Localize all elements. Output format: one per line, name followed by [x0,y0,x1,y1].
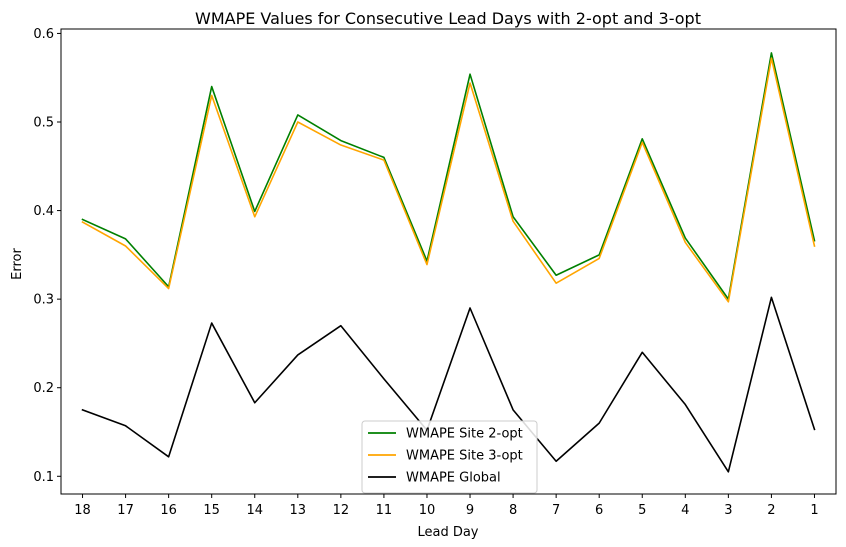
x-tick-label: 18 [74,503,91,518]
x-tick-label: 10 [419,503,436,518]
x-tick-label: 9 [466,503,474,518]
y-axis-label: Error [10,248,25,280]
x-axis-label: Lead Day [417,525,478,540]
x-tick-label: 4 [681,503,689,518]
x-tick-label: 16 [160,503,177,518]
y-tick-label: 0.5 [33,116,54,131]
x-tick-label: 6 [595,503,603,518]
x-tick-label: 14 [246,503,263,518]
legend-label-1: WMAPE Site 2-opt [406,427,523,442]
x-tick-label: 1 [810,503,818,518]
x-tick-label: 5 [638,503,646,518]
x-tick-label: 11 [376,503,393,518]
plot-area: 18 17 16 15 14 13 12 11 10 9 8 7 6 5 4 3 2 1 0.1 0.2 0.3 0.4 0… [33,27,837,518]
y-tick-label: 0.6 [33,27,54,42]
legend-box [361,420,538,494]
legend-label-2: WMAPE Site 3-opt [406,449,523,464]
x-tick-label: 17 [117,503,134,518]
series-line-2 [81,57,816,303]
x-tick-label: 13 [290,503,307,518]
plot-frame [60,28,837,495]
series-line-1 [81,52,816,300]
y-tick-label: 0.3 [33,293,54,308]
x-tick-label: 12 [333,503,350,518]
legend: WMAPE Site 2-opt WMAPE Site 3-opt WMAPE Gl… [361,420,538,494]
x-tick-label: 15 [203,503,220,518]
legend-label-3: WMAPE Global [406,471,501,486]
y-tick-label: 0.4 [33,204,54,219]
y-tick-label: 0.2 [33,381,54,396]
x-tick-label: 2 [767,503,775,518]
x-tick-label: 7 [552,503,560,518]
x-tick-label: 3 [724,503,732,518]
chart-title: WMAPE Values for Consecutive Lead Days w… [195,9,701,28]
series-line-3 [81,296,816,473]
x-tick-label: 8 [509,503,517,518]
y-tick-label: 0.1 [33,470,54,485]
